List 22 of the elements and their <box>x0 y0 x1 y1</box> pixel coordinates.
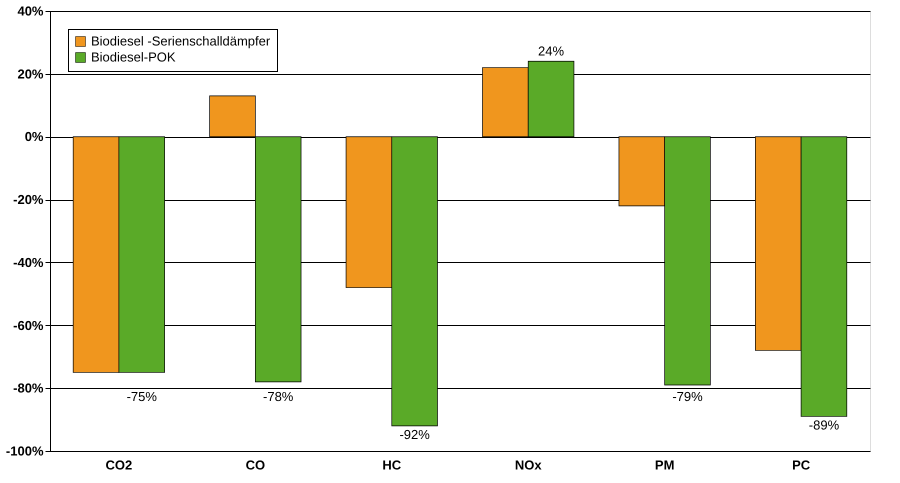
data-label: -79% <box>672 389 704 404</box>
x-tick-label: HC <box>382 458 402 472</box>
data-label: 24% <box>538 43 565 58</box>
legend-label: Biodiesel -Serienschalldämpfer <box>91 34 271 48</box>
y-tick-label: -60% <box>13 318 44 333</box>
x-tick-label: CO <box>246 458 266 472</box>
data-label: -75% <box>126 389 158 404</box>
x-tick-label: CO2 <box>106 458 132 472</box>
x-tick-label: NOx <box>514 458 542 472</box>
y-tick-label: -80% <box>13 380 44 396</box>
x-tick-label: PC <box>792 458 811 472</box>
legend-label: Biodiesel-POK <box>91 50 176 64</box>
data-label: -78% <box>263 389 294 404</box>
y-tick-label: -40% <box>13 254 44 270</box>
y-tick-label: 20% <box>17 66 44 82</box>
data-label: -92% <box>399 426 430 442</box>
data-label: -89% <box>808 417 840 432</box>
y-tick-label: -20% <box>13 192 44 208</box>
x-tick-label: PM <box>654 458 674 472</box>
y-tick-label: 40% <box>17 4 44 18</box>
y-tick-label: 0% <box>24 129 44 144</box>
y-tick-label: -100% <box>6 444 44 458</box>
